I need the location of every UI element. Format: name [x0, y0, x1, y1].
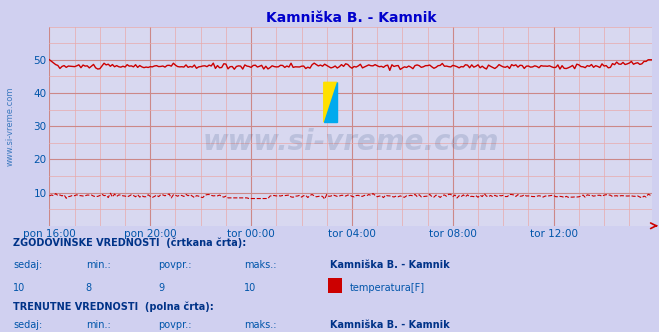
- Text: temperatura[F]: temperatura[F]: [349, 283, 424, 292]
- Text: maks.:: maks.:: [244, 320, 276, 330]
- Bar: [328, 279, 342, 293]
- Text: 8: 8: [86, 283, 92, 292]
- Title: Kamniška B. - Kamnik: Kamniška B. - Kamnik: [266, 11, 436, 25]
- Polygon shape: [324, 82, 337, 122]
- Text: 10: 10: [244, 283, 256, 292]
- Text: 10: 10: [13, 283, 26, 292]
- Text: povpr.:: povpr.:: [158, 320, 192, 330]
- Text: sedaj:: sedaj:: [13, 320, 42, 330]
- Text: www.si-vreme.com: www.si-vreme.com: [6, 86, 14, 166]
- Text: TRENUTNE VREDNOSTI  (polna črta):: TRENUTNE VREDNOSTI (polna črta):: [13, 301, 214, 312]
- Text: min.:: min.:: [86, 260, 111, 270]
- Text: Kamniška B. - Kamnik: Kamniška B. - Kamnik: [330, 320, 449, 330]
- Text: www.si-vreme.com: www.si-vreme.com: [203, 128, 499, 156]
- Text: min.:: min.:: [86, 320, 111, 330]
- Text: 9: 9: [158, 283, 164, 292]
- Text: Kamniška B. - Kamnik: Kamniška B. - Kamnik: [330, 260, 449, 270]
- Text: sedaj:: sedaj:: [13, 260, 42, 270]
- Text: ZGODOVINSKE VREDNOSTI  (črtkana črta):: ZGODOVINSKE VREDNOSTI (črtkana črta):: [13, 237, 246, 248]
- Text: povpr.:: povpr.:: [158, 260, 192, 270]
- Text: maks.:: maks.:: [244, 260, 276, 270]
- Polygon shape: [324, 82, 337, 122]
